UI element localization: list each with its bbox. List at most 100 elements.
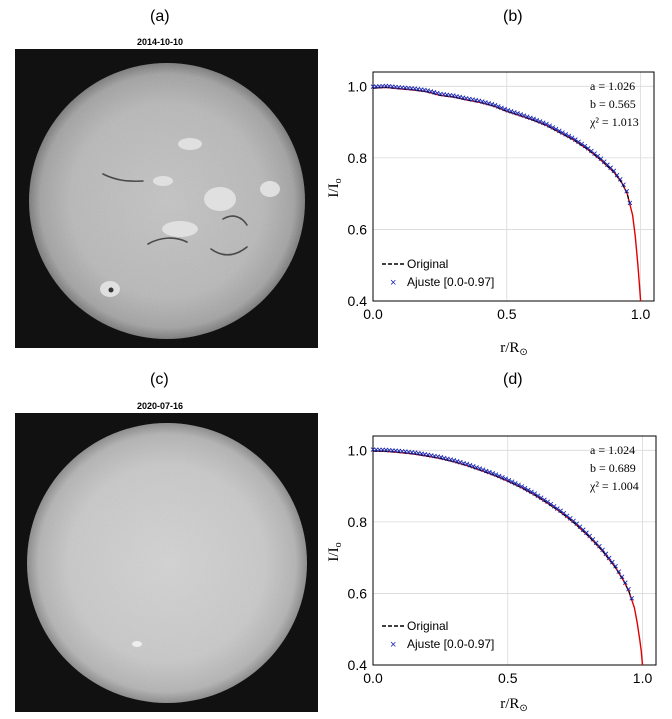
chart-b-ytick: 0.8 [348, 150, 368, 166]
chart-b-fit-marker [499, 105, 504, 111]
chart-b-fit-marker [425, 88, 430, 93]
chart-b-fit-marker [627, 200, 633, 206]
chart-d-xtick: 0.0 [363, 670, 383, 686]
chart-b-annotations: a = 1.026 b = 0.565 χ² = 1.013 [589, 79, 639, 129]
chart-d-fit-marker [626, 586, 631, 592]
chart-d-fit-marker [458, 459, 463, 465]
chart-d-fit-marker [445, 456, 450, 462]
legend-fit-marker: × [390, 277, 396, 289]
chart-d-fit-marker [490, 471, 495, 476]
image-date-a: 2014-10-10 [137, 37, 184, 47]
chart-d-fit-marker [509, 479, 515, 485]
chart-d-fit-marker [622, 580, 628, 586]
chart-d-fit-marker [613, 563, 618, 569]
chart-b-fit-marker [566, 133, 572, 139]
chart-b-fit-marker [624, 188, 630, 194]
chart-d-fit-marker [477, 466, 483, 471]
chart-d-fit-marker [532, 491, 538, 496]
chart-b-fit-marker [511, 110, 517, 115]
chart-d-fit-marker [619, 574, 625, 580]
legend-fit-marker: × [390, 639, 396, 651]
chart-d: 0.0 0.5 1.0 0.4 0.6 0.8 1.0 r/R⊙ I/Io a = 1.02… [320, 424, 672, 714]
chart-d-fit-marker [558, 508, 563, 514]
chart-d-fit-marker [461, 460, 466, 466]
chart-d-fit-marker [525, 487, 531, 493]
chart-b-fit-marker [505, 107, 511, 113]
chart-d-fit-marker [522, 485, 528, 491]
chart-b-fit-marker [614, 172, 620, 178]
chart-d-fit-marker [545, 499, 550, 505]
chart-b-fit-marker [560, 130, 565, 135]
chart-b-fit-marker [531, 116, 536, 122]
chart-b-fit-marker [621, 182, 626, 188]
panel-label-a: (a) [150, 8, 170, 25]
chart-d-fit-marker [593, 540, 599, 546]
chart-b-fit-marker [479, 99, 485, 104]
sun-image-2020 [15, 413, 318, 712]
chart-d-fit-marker [467, 462, 473, 468]
chart-b-fit-marker [556, 128, 562, 134]
chart-b-param-b: b = 0.565 [590, 97, 636, 111]
chart-d-xlabel: r/R⊙ [500, 696, 528, 714]
chart-b-fit-marker [540, 120, 546, 126]
chart-d-param-a: a = 1.024 [590, 443, 635, 457]
chart-b-fit-marker [579, 141, 585, 147]
chart-b-fit-marker [547, 123, 552, 128]
chart-b: 0.0 0.5 1.0 0.4 0.6 0.8 1.0 r/R⊙ I/Io a = 1.02… [320, 60, 672, 360]
chart-d-fit-marker [483, 468, 489, 474]
chart-b-fit-marker [617, 177, 623, 182]
chart-d-fit-marker [500, 475, 505, 480]
chart-d-fit-marker [448, 457, 453, 462]
panel-label-c: (c) [150, 371, 169, 388]
chart-d-fit-marker [597, 543, 602, 549]
chart-d-fit-marker [567, 516, 573, 521]
chart-b-xlabel: r/R⊙ [500, 340, 528, 358]
chart-d-fit-marker [606, 555, 612, 561]
chart-b-ytick: 0.6 [348, 221, 368, 237]
chart-d-annotations: a = 1.024 b = 0.689 χ² = 1.004 [589, 443, 639, 493]
chart-d-fit-marker [519, 484, 525, 489]
chart-d-fit-marker [503, 476, 508, 482]
chart-d-fit-marker [555, 506, 560, 511]
chart-d-fit-marker [564, 513, 570, 519]
chart-d-ytick: 0.8 [348, 514, 368, 530]
chart-d-fit-marker [603, 551, 609, 557]
chart-b-fit-marker [515, 111, 520, 116]
chart-b-fit-marker [486, 100, 491, 106]
chart-d-fit-marker [561, 510, 567, 516]
sun-image-2014 [15, 49, 318, 348]
chart-b-xtick: 0.0 [363, 306, 383, 322]
panel-label-b: (b) [503, 8, 523, 25]
chart-d-ylabel: I/Io [326, 542, 344, 561]
chart-b-xtick: 1.0 [631, 306, 651, 322]
chart-b-fit-marker [508, 108, 514, 114]
legend-original-label: Original [407, 619, 448, 633]
chart-d-ytick: 0.4 [348, 657, 368, 673]
chart-d-ytick: 1.0 [348, 442, 368, 458]
chart-d-fit-marker [590, 537, 596, 542]
chart-b-legend: Original × Ajuste [0.0-0.97] [382, 257, 494, 289]
chart-d-fit-marker [438, 454, 444, 460]
chart-b-ytick: 0.4 [348, 293, 368, 309]
chart-d-fit-marker [542, 497, 547, 503]
chart-b-fit-marker [502, 106, 507, 112]
chart-b-fit-marker [550, 125, 556, 130]
chart-b-fit-marker [489, 101, 495, 107]
chart-d-ytick: 0.6 [348, 585, 368, 601]
chart-d-fit-marker [616, 569, 622, 574]
chart-d-fit-marker [538, 495, 544, 501]
chart-d-fit-marker [535, 493, 541, 498]
chart-b-xtick: 0.5 [497, 306, 517, 322]
chart-d-legend: Original × Ajuste [0.0-0.97] [382, 619, 494, 651]
chart-b-fit-marker [537, 119, 543, 124]
chart-b-ylabel: I/Io [326, 178, 344, 197]
image-date-c: 2020-07-16 [137, 401, 184, 411]
chart-b-param-chi2: χ² = 1.013 [589, 115, 639, 129]
chart-b-fit-marker [582, 143, 588, 149]
chart-d-fit-marker [600, 547, 605, 553]
chart-d-fit-marker [451, 458, 457, 463]
chart-b-fit-marker [573, 137, 578, 142]
chart-b-frame [372, 71, 655, 302]
chart-d-fit-marker [464, 461, 470, 467]
chart-d-fit-marker [516, 482, 521, 488]
